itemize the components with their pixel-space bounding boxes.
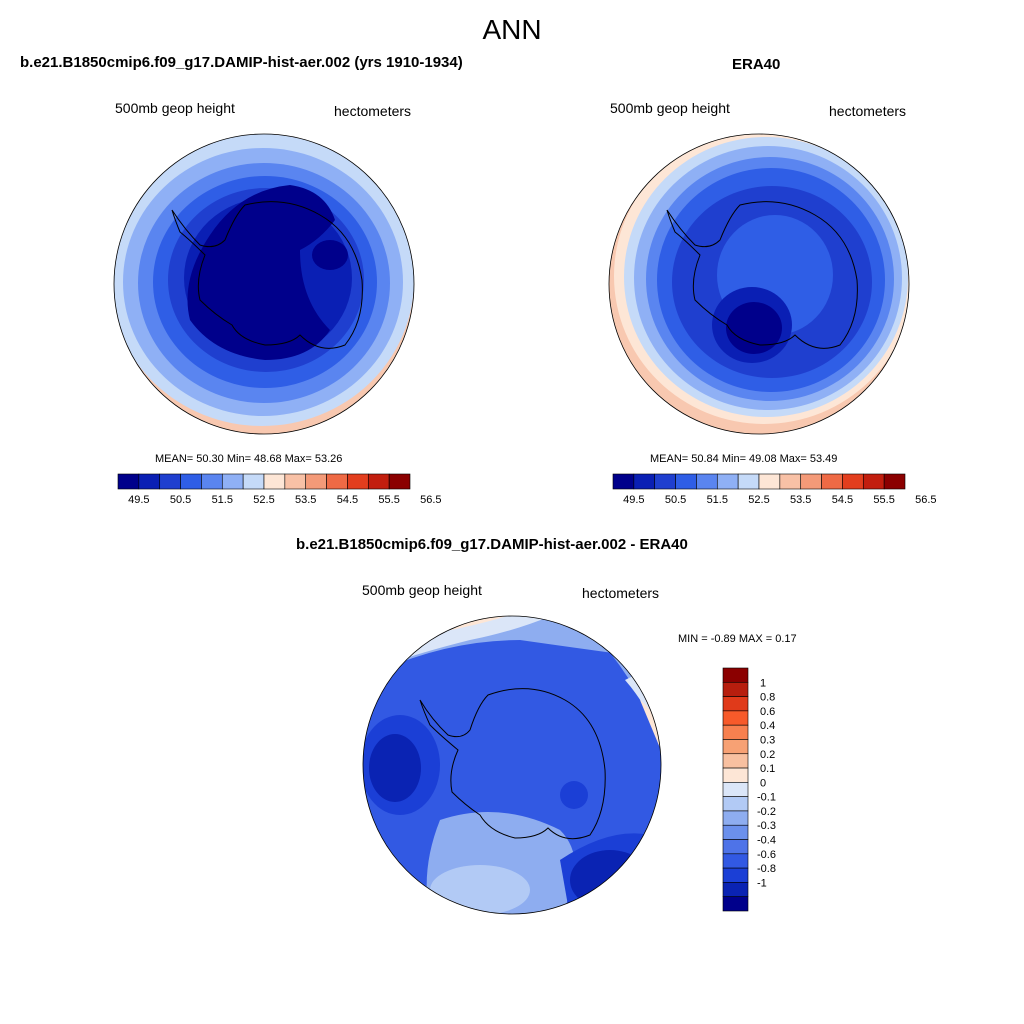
colorbar-swatch	[326, 473, 348, 490]
colorbar-swatch	[883, 473, 906, 490]
colorbar-swatch	[722, 839, 749, 855]
panel3-field-label: 500mb geop height	[362, 582, 482, 598]
colorbar-tick-label: 0.4	[760, 720, 775, 732]
colorbar-swatch	[722, 824, 749, 840]
colorbar-tick-label: 49.5	[128, 494, 149, 506]
colorbar-swatch	[779, 473, 802, 490]
colorbar-swatch	[722, 739, 749, 755]
colorbar-tick-label: 56.5	[915, 494, 936, 506]
colorbar-tick-label: 53.5	[295, 494, 316, 506]
colorbar-swatch	[722, 853, 749, 869]
panel1-title: b.e21.B1850cmip6.f09_g17.DAMIP-hist-aer.…	[20, 54, 463, 71]
panel3-coastline	[419, 688, 606, 840]
colorbar-swatch	[138, 473, 161, 490]
colorbar-swatch	[263, 473, 286, 490]
panel1-field-label: 500mb geop height	[115, 100, 235, 116]
colorbar-tick-label: 55.5	[873, 494, 894, 506]
colorbar-tick-label: -0.3	[757, 820, 776, 832]
colorbar-tick-label: 51.5	[707, 494, 728, 506]
colorbar-swatch	[201, 473, 223, 490]
panel2-stats: MEAN= 50.84 Min= 49.08 Max= 53.49	[650, 453, 838, 465]
panel1-map	[114, 134, 414, 434]
colorbar-tick-label: 51.5	[212, 494, 233, 506]
colorbar-swatch	[722, 724, 749, 740]
colorbar-tick-label: -0.8	[757, 863, 776, 875]
panel2-units-label: hectometers	[829, 103, 907, 119]
colorbar-swatch	[221, 473, 244, 490]
colorbar-tick-label: -0.2	[757, 806, 776, 818]
colorbar-swatch	[821, 473, 843, 490]
colorbar-tick-label: 56.5	[420, 494, 441, 506]
colorbar-swatch	[722, 882, 749, 898]
colorbar-tick-label: 0.2	[760, 749, 775, 761]
colorbar-swatch	[800, 473, 822, 490]
colorbar-tick-label: 53.5	[790, 494, 811, 506]
colorbar-tick-label: 50.5	[170, 494, 191, 506]
panel2-field-label: 500mb geop height	[610, 100, 730, 116]
colorbar-tick-label: 0.8	[760, 692, 775, 704]
panel3-map	[363, 616, 661, 914]
colorbar-swatch	[842, 473, 864, 490]
colorbar-swatch	[654, 473, 676, 490]
colorbar-tick-label: 54.5	[832, 494, 853, 506]
colorbar-tick-label: 1	[760, 677, 766, 689]
colorbar-swatch	[347, 473, 369, 490]
colorbar-swatch	[159, 473, 181, 490]
colorbar-panel1: 49.5 50.5 51.5 52.5 53.5 54.5 55.5 56.5	[117, 473, 442, 506]
colorbar-swatch	[180, 473, 202, 490]
colorbar-tick-label: 55.5	[378, 494, 399, 506]
colorbar-swatch	[722, 810, 749, 826]
colorbar-swatch	[737, 473, 760, 490]
colorbar-tick-label: 0.1	[760, 763, 775, 775]
colorbar-swatch	[716, 473, 739, 490]
colorbar-swatch	[722, 867, 749, 883]
colorbar-panel2: 49.5 50.5 51.5 52.5 53.5 54.5 55.5 56.5	[612, 473, 937, 506]
colorbar-swatch	[862, 473, 885, 490]
colorbar-swatch	[612, 473, 635, 490]
colorbar-tick-label: -1	[757, 877, 767, 889]
colorbar-swatch	[722, 667, 749, 683]
colorbar-tick-label: 52.5	[748, 494, 769, 506]
colorbar-tick-label: 54.5	[337, 494, 358, 506]
panel1-coastline	[171, 201, 363, 349]
panel2-map	[609, 134, 909, 434]
colorbar-swatch	[722, 796, 749, 812]
colorbar-swatch	[367, 473, 390, 490]
colorbar-tick-label: 0.3	[760, 734, 775, 746]
panel1-units-label: hectometers	[334, 103, 412, 119]
colorbar-tick-label: 49.5	[623, 494, 644, 506]
panel2-title: ERA40	[732, 56, 781, 73]
colorbar-diff: 1 0.8 0.6 0.4 0.3 0.2 0.1 0 -0.1 -0.2 -0.3 -0.4 -0.6…	[722, 667, 776, 912]
colorbar-swatch	[722, 753, 749, 769]
colorbar-swatch	[305, 473, 327, 490]
colorbar-swatch	[117, 473, 140, 490]
colorbar-tick-label: 0	[760, 777, 766, 789]
colorbar-swatch	[675, 473, 697, 490]
colorbar-swatch	[722, 710, 749, 726]
panel3-units-label: hectometers	[582, 585, 660, 601]
colorbar-swatch	[722, 681, 749, 697]
panel1-stats: MEAN= 50.30 Min= 48.68 Max= 53.26	[155, 453, 343, 465]
colorbar-swatch	[388, 473, 411, 490]
colorbar-tick-label: 0.6	[760, 706, 775, 718]
colorbar-swatch	[633, 473, 656, 490]
colorbar-tick-label: -0.1	[757, 792, 776, 804]
panel3-title: b.e21.B1850cmip6.f09_g17.DAMIP-hist-aer.…	[296, 536, 688, 553]
panel3-stats: MIN = -0.89 MAX = 0.17	[678, 633, 797, 645]
colorbar-tick-label: 52.5	[253, 494, 274, 506]
main-title: ANN	[482, 14, 542, 45]
colorbar-swatch	[696, 473, 718, 490]
colorbar-swatch	[722, 782, 749, 797]
colorbar-swatch	[242, 473, 265, 490]
colorbar-swatch	[722, 767, 749, 783]
colorbar-swatch	[758, 473, 781, 490]
colorbar-tick-label: -0.4	[757, 835, 776, 847]
colorbar-tick-label: 50.5	[665, 494, 686, 506]
panel2-coastline	[666, 201, 858, 349]
colorbar-swatch	[722, 696, 749, 712]
colorbar-swatch	[284, 473, 307, 490]
colorbar-tick-label: -0.6	[757, 849, 776, 861]
colorbar-swatch	[722, 896, 749, 912]
